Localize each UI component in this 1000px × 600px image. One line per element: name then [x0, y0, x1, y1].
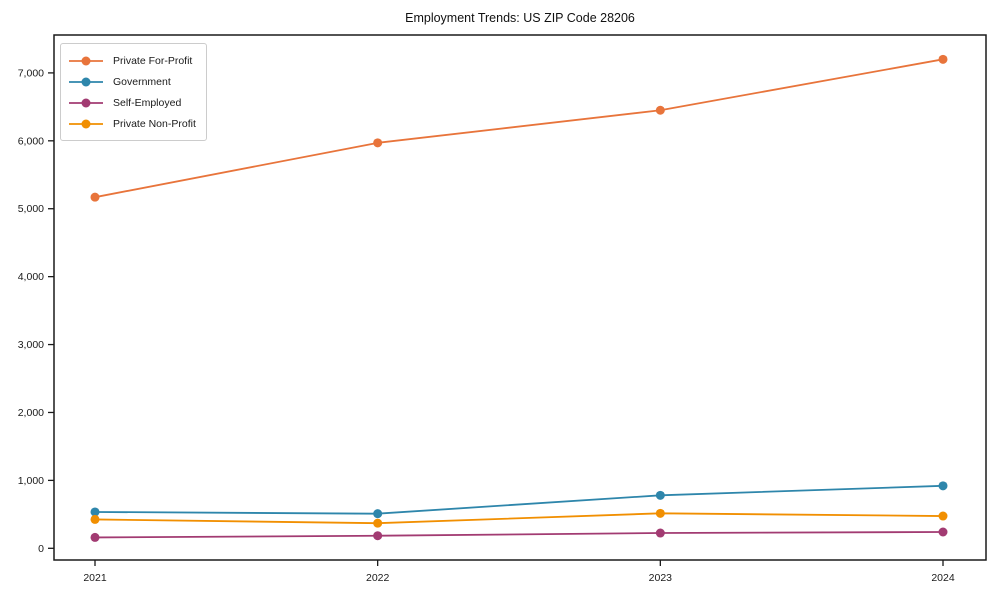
y-tick-label: 3,000	[18, 339, 44, 351]
data-point	[373, 531, 383, 541]
legend-dot	[81, 56, 91, 65]
legend-marker-icon	[69, 77, 103, 86]
legend-marker-icon	[69, 56, 103, 65]
x-tick-label: 2023	[649, 572, 673, 584]
data-point	[90, 192, 100, 202]
data-point	[373, 518, 383, 528]
legend-marker-icon	[69, 98, 103, 107]
legend-label: Self-Employed	[113, 96, 182, 109]
y-tick-label: 4,000	[18, 271, 44, 283]
legend-dot	[81, 98, 91, 107]
legend-label: Private For-Profit	[113, 54, 193, 67]
legend-item: Government	[68, 71, 196, 92]
legend-label: Government	[113, 75, 171, 88]
series-line	[94, 58, 944, 199]
data-point	[655, 105, 665, 115]
series-line	[94, 484, 944, 515]
data-point	[938, 54, 948, 64]
series-line	[94, 531, 944, 539]
legend-dot	[81, 77, 91, 86]
data-point	[90, 514, 100, 524]
data-point	[655, 508, 665, 518]
legend-item: Private For-Profit	[68, 50, 196, 71]
y-tick-label: 0	[38, 543, 44, 555]
legend-marker-icon	[69, 119, 103, 128]
series-line	[94, 512, 944, 525]
legend-dot	[81, 119, 91, 128]
data-point	[655, 528, 665, 538]
x-tick-label: 2021	[83, 572, 107, 584]
y-tick-label: 1,000	[18, 475, 44, 487]
legend-item: Private Non-Profit	[68, 113, 196, 134]
legend: Private For-Profit Government Self-Employe…	[60, 43, 207, 141]
x-tick-label: 2022	[366, 572, 390, 584]
legend-label: Private Non-Profit	[113, 117, 196, 130]
data-point	[655, 490, 665, 500]
data-point	[938, 527, 948, 537]
data-point	[373, 138, 383, 148]
data-point	[938, 481, 948, 491]
y-tick-label: 5,000	[18, 203, 44, 215]
y-tick-label: 2,000	[18, 407, 44, 419]
data-point	[373, 509, 383, 519]
y-tick-label: 7,000	[18, 67, 44, 79]
plot-border	[53, 34, 987, 561]
data-point	[90, 532, 100, 542]
x-tick-label: 2024	[931, 572, 955, 584]
data-point	[938, 511, 948, 521]
chart-title: Employment Trends: US ZIP Code 28206	[405, 11, 635, 25]
data-point	[90, 507, 100, 517]
legend-item: Self-Employed	[68, 92, 196, 113]
y-tick-label: 6,000	[18, 135, 44, 147]
